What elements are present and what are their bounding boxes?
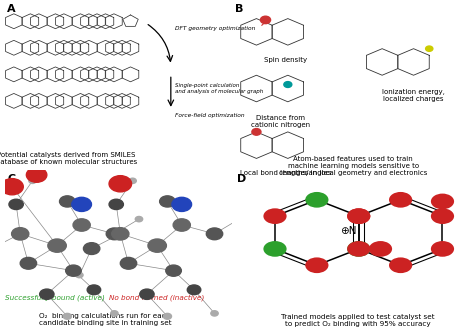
Circle shape: [20, 258, 36, 269]
Text: Distance from
cationic nitrogen: Distance from cationic nitrogen: [251, 115, 310, 128]
Circle shape: [112, 228, 129, 240]
Circle shape: [76, 273, 83, 278]
Circle shape: [11, 228, 29, 240]
Circle shape: [347, 208, 370, 224]
Circle shape: [347, 241, 370, 257]
Text: Single-point calculation
and analysis of molecular graph: Single-point calculation and analysis of…: [175, 83, 264, 94]
Circle shape: [60, 196, 75, 207]
Circle shape: [109, 176, 132, 192]
Circle shape: [369, 241, 392, 257]
Text: O₂  binding calculations run for each
candidate binding site in training set: O₂ binding calculations run for each can…: [38, 313, 171, 326]
Circle shape: [252, 129, 261, 135]
Circle shape: [73, 219, 90, 231]
Circle shape: [305, 192, 328, 208]
Circle shape: [173, 219, 191, 231]
Text: ⊕N: ⊕N: [340, 226, 357, 236]
Circle shape: [160, 196, 175, 207]
Circle shape: [87, 285, 100, 295]
Circle shape: [389, 192, 412, 208]
Circle shape: [135, 216, 143, 222]
Circle shape: [140, 289, 154, 299]
Circle shape: [111, 311, 118, 316]
Text: Force-field optimization: Force-field optimization: [175, 113, 245, 118]
Text: B: B: [235, 4, 243, 14]
Circle shape: [206, 228, 223, 240]
Circle shape: [431, 194, 454, 209]
Text: No bond formed (inactive): No bond formed (inactive): [109, 295, 205, 301]
Circle shape: [48, 239, 66, 252]
Text: Atom-based features used to train
machine learning models sensitive to
changes i: Atom-based features used to train machin…: [279, 156, 428, 176]
Circle shape: [264, 208, 287, 224]
Circle shape: [172, 197, 191, 211]
Circle shape: [9, 199, 23, 209]
Circle shape: [211, 311, 218, 316]
Circle shape: [347, 241, 370, 257]
Circle shape: [106, 228, 123, 240]
Circle shape: [66, 265, 81, 276]
Circle shape: [305, 258, 328, 273]
Circle shape: [431, 208, 454, 224]
Text: C: C: [7, 174, 15, 184]
Text: DFT geometry optimization: DFT geometry optimization: [175, 26, 256, 31]
Circle shape: [27, 168, 47, 182]
Text: Local bond lengths/angles: Local bond lengths/angles: [240, 170, 331, 176]
Circle shape: [260, 16, 271, 24]
Text: Ionization energy,
localized charges: Ionization energy, localized charges: [382, 89, 445, 102]
Circle shape: [264, 241, 287, 257]
Circle shape: [284, 81, 292, 88]
Circle shape: [120, 258, 137, 269]
Circle shape: [164, 313, 172, 319]
Circle shape: [166, 265, 182, 276]
Text: Spin density: Spin density: [264, 57, 307, 63]
Text: A: A: [7, 4, 16, 14]
Circle shape: [426, 46, 433, 51]
Circle shape: [236, 216, 243, 222]
Circle shape: [83, 243, 100, 255]
Text: D: D: [237, 174, 246, 184]
Circle shape: [389, 258, 412, 273]
Circle shape: [63, 313, 72, 319]
Circle shape: [40, 289, 54, 299]
Circle shape: [109, 199, 123, 209]
Circle shape: [129, 178, 137, 183]
Circle shape: [187, 285, 201, 295]
Circle shape: [29, 178, 36, 183]
Circle shape: [72, 197, 91, 211]
Text: Potential catalysts derived from SMILES
database of known molecular structures: Potential catalysts derived from SMILES …: [0, 152, 137, 165]
Circle shape: [347, 208, 370, 224]
Circle shape: [1, 179, 23, 195]
Circle shape: [431, 241, 454, 257]
Circle shape: [148, 239, 166, 252]
Text: Successfully bound (active): Successfully bound (active): [5, 295, 105, 301]
Text: Trained models applied to test catalyst set
to predict O₂ binding with 95% accur: Trained models applied to test catalyst …: [281, 314, 435, 327]
